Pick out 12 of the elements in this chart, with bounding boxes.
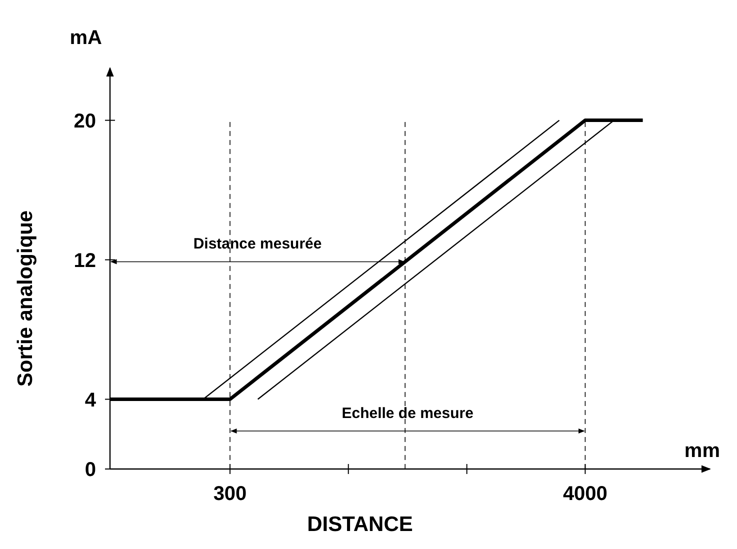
annotation: Echelle de mesure xyxy=(342,405,474,422)
annotation: Distance mesurée xyxy=(193,236,322,253)
text: mA xyxy=(70,27,102,49)
x-tick-label: 300 xyxy=(213,483,247,505)
y-tick-label: 0 xyxy=(84,459,96,481)
y-tick-label: 12 xyxy=(74,250,96,272)
x-tick-label: 4000 xyxy=(562,483,608,505)
y-tick-label: 4 xyxy=(84,389,97,412)
y-tick-label: 20 xyxy=(74,110,96,132)
annotation: mm xyxy=(684,440,720,462)
x-axis-title: DISTANCE xyxy=(307,513,413,536)
y-axis-title: Sortie analogique xyxy=(14,210,37,387)
